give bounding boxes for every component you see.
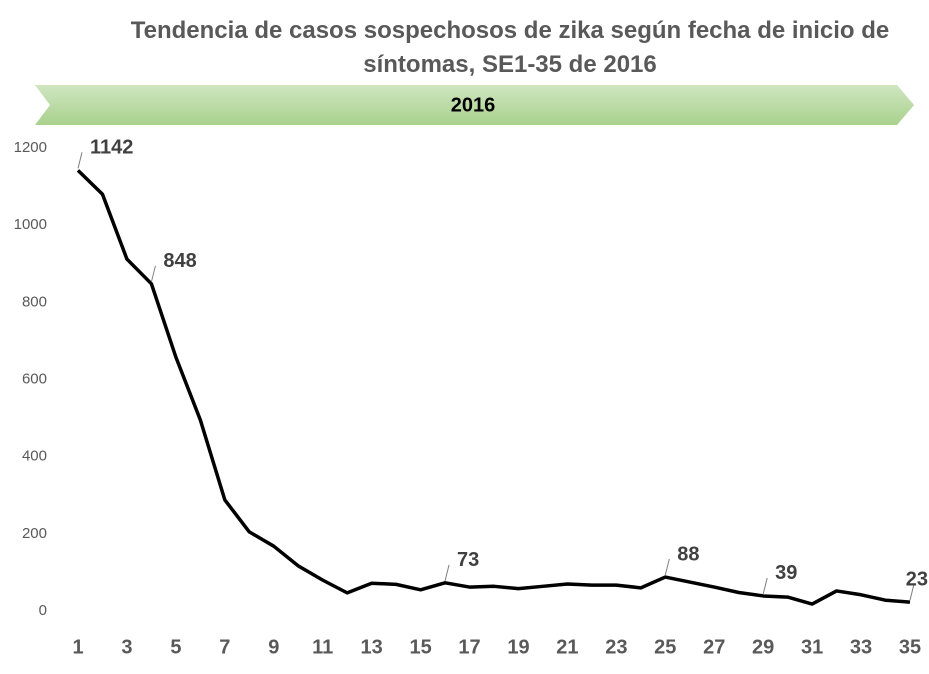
value-label: 39: [775, 562, 797, 584]
y-tick-label: 200: [22, 525, 47, 542]
x-tick-label: 19: [507, 636, 529, 658]
label-leader: [77, 152, 83, 169]
x-tick-label: 35: [899, 636, 921, 658]
label-leader: [762, 577, 768, 595]
x-tick-label: 33: [850, 636, 872, 658]
label-leader: [664, 558, 670, 576]
label-leader: [909, 584, 915, 601]
value-label: 73: [457, 549, 479, 571]
x-tick-label: 23: [605, 636, 627, 658]
line-series: [76, 169, 911, 606]
banner-label: 2016: [451, 94, 496, 116]
label-leader: [150, 265, 156, 282]
y-tick-label: 0: [39, 602, 47, 619]
x-tick-label: 9: [268, 636, 279, 658]
x-tick-label: 13: [361, 636, 383, 658]
x-tick-label: 5: [170, 636, 181, 658]
x-tick-label: 3: [121, 636, 132, 658]
x-tick-label: 15: [409, 636, 431, 658]
x-tick-label: 1: [72, 636, 83, 658]
label-leader: [444, 564, 450, 581]
x-tick-label: 25: [654, 636, 676, 658]
value-label: 1142: [90, 137, 133, 159]
value-label: 848: [163, 250, 196, 272]
x-tick-label: 17: [458, 636, 480, 658]
x-tick-label: 11: [312, 636, 333, 658]
y-tick-label: 600: [22, 370, 47, 387]
value-label: 23: [906, 568, 928, 590]
x-tick-label: 21: [556, 636, 578, 658]
y-tick-label: 1000: [14, 216, 47, 233]
x-tick-label: 27: [703, 636, 725, 658]
banner-shine: [35, 85, 914, 125]
y-tick-label: 800: [22, 293, 47, 310]
x-tick-label: 29: [752, 636, 774, 658]
x-tick-label: 31: [801, 636, 823, 658]
x-tick-label: 7: [219, 636, 230, 658]
value-label: 88: [677, 543, 699, 565]
y-tick-label: 1200: [14, 139, 47, 156]
y-tick-label: 400: [22, 448, 47, 465]
chart-title: Tendencia de casos sospechosos de zika s…: [130, 17, 890, 78]
